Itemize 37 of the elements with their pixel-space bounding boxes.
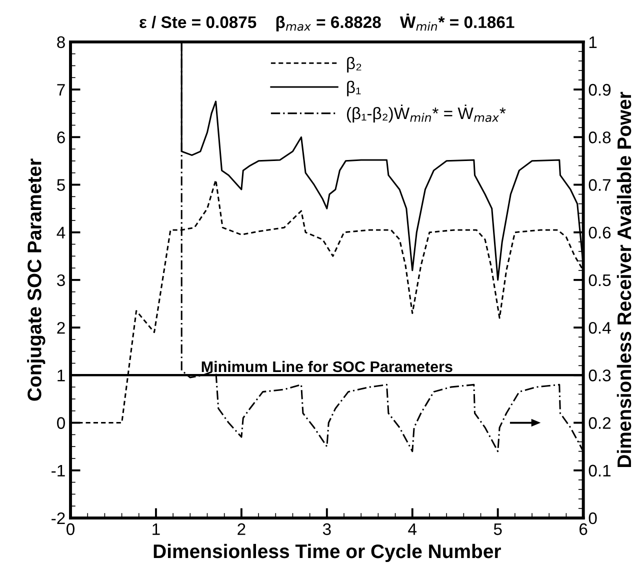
y2-tick-label: 1 bbox=[589, 36, 597, 48]
y-tick-label: 3 bbox=[57, 274, 65, 286]
y2-tick-label: 0.8 bbox=[588, 132, 611, 144]
y2-tick-label: 0.7 bbox=[588, 179, 611, 191]
ref-line-label: Minimum Line for SOC Parameters bbox=[202, 360, 452, 372]
y-tick-label: 7 bbox=[57, 84, 65, 96]
y-tick-label: 0 bbox=[57, 417, 65, 429]
y2-tick-label: 0.1 bbox=[588, 464, 611, 477]
legend-label: β₁ bbox=[347, 80, 361, 96]
x-tick-label: 3 bbox=[322, 523, 331, 536]
y-tick-label: 5 bbox=[57, 179, 65, 191]
y2-tick-label: 0.6 bbox=[588, 226, 611, 239]
y2-tick-label: 0.4 bbox=[588, 322, 611, 334]
y-tick-label: 2 bbox=[57, 322, 65, 334]
y-tick-label: 8 bbox=[57, 36, 65, 48]
x-tick-label: 0 bbox=[66, 523, 74, 536]
x-tick-label: 5 bbox=[494, 523, 502, 536]
x-tick-label: 4 bbox=[408, 523, 417, 535]
y2-tick-label: 0 bbox=[588, 512, 597, 524]
y-axis-title: Conjugate SOC Parameter bbox=[27, 158, 46, 401]
y-tick-label: 6 bbox=[57, 132, 65, 144]
legend-label: (β₁-β₂)Ẇ$_{min}$* = Ẇ$_{max}$* bbox=[346, 104, 506, 123]
y2-axis-title: Dimensionless Receiver Available Power bbox=[616, 92, 632, 468]
y2-tick-label: 0.2 bbox=[588, 417, 611, 429]
x-axis-title: Dimensionless Time or Cycle Number bbox=[154, 544, 501, 562]
y2-tick-label: 0.9 bbox=[588, 84, 611, 96]
y-tick-label: 1 bbox=[58, 370, 65, 382]
y-tick-label: -2 bbox=[52, 512, 65, 524]
y-tick-label: -1 bbox=[52, 464, 65, 476]
x-tick-label: 6 bbox=[580, 523, 588, 536]
y2-tick-label: 0.5 bbox=[588, 274, 611, 286]
chart-title: ε / Ste = 0.0875 β$_{max}$ = 6.8828 Ẇ$_{min}$* = 0.1861 bbox=[140, 14, 514, 32]
y-tick-label: 4 bbox=[56, 226, 66, 238]
y2-tick-label: 0.3 bbox=[588, 370, 611, 382]
x-tick-label: 1 bbox=[152, 523, 160, 535]
legend-label: β₂ bbox=[347, 56, 362, 72]
x-tick-label: 2 bbox=[238, 523, 246, 535]
